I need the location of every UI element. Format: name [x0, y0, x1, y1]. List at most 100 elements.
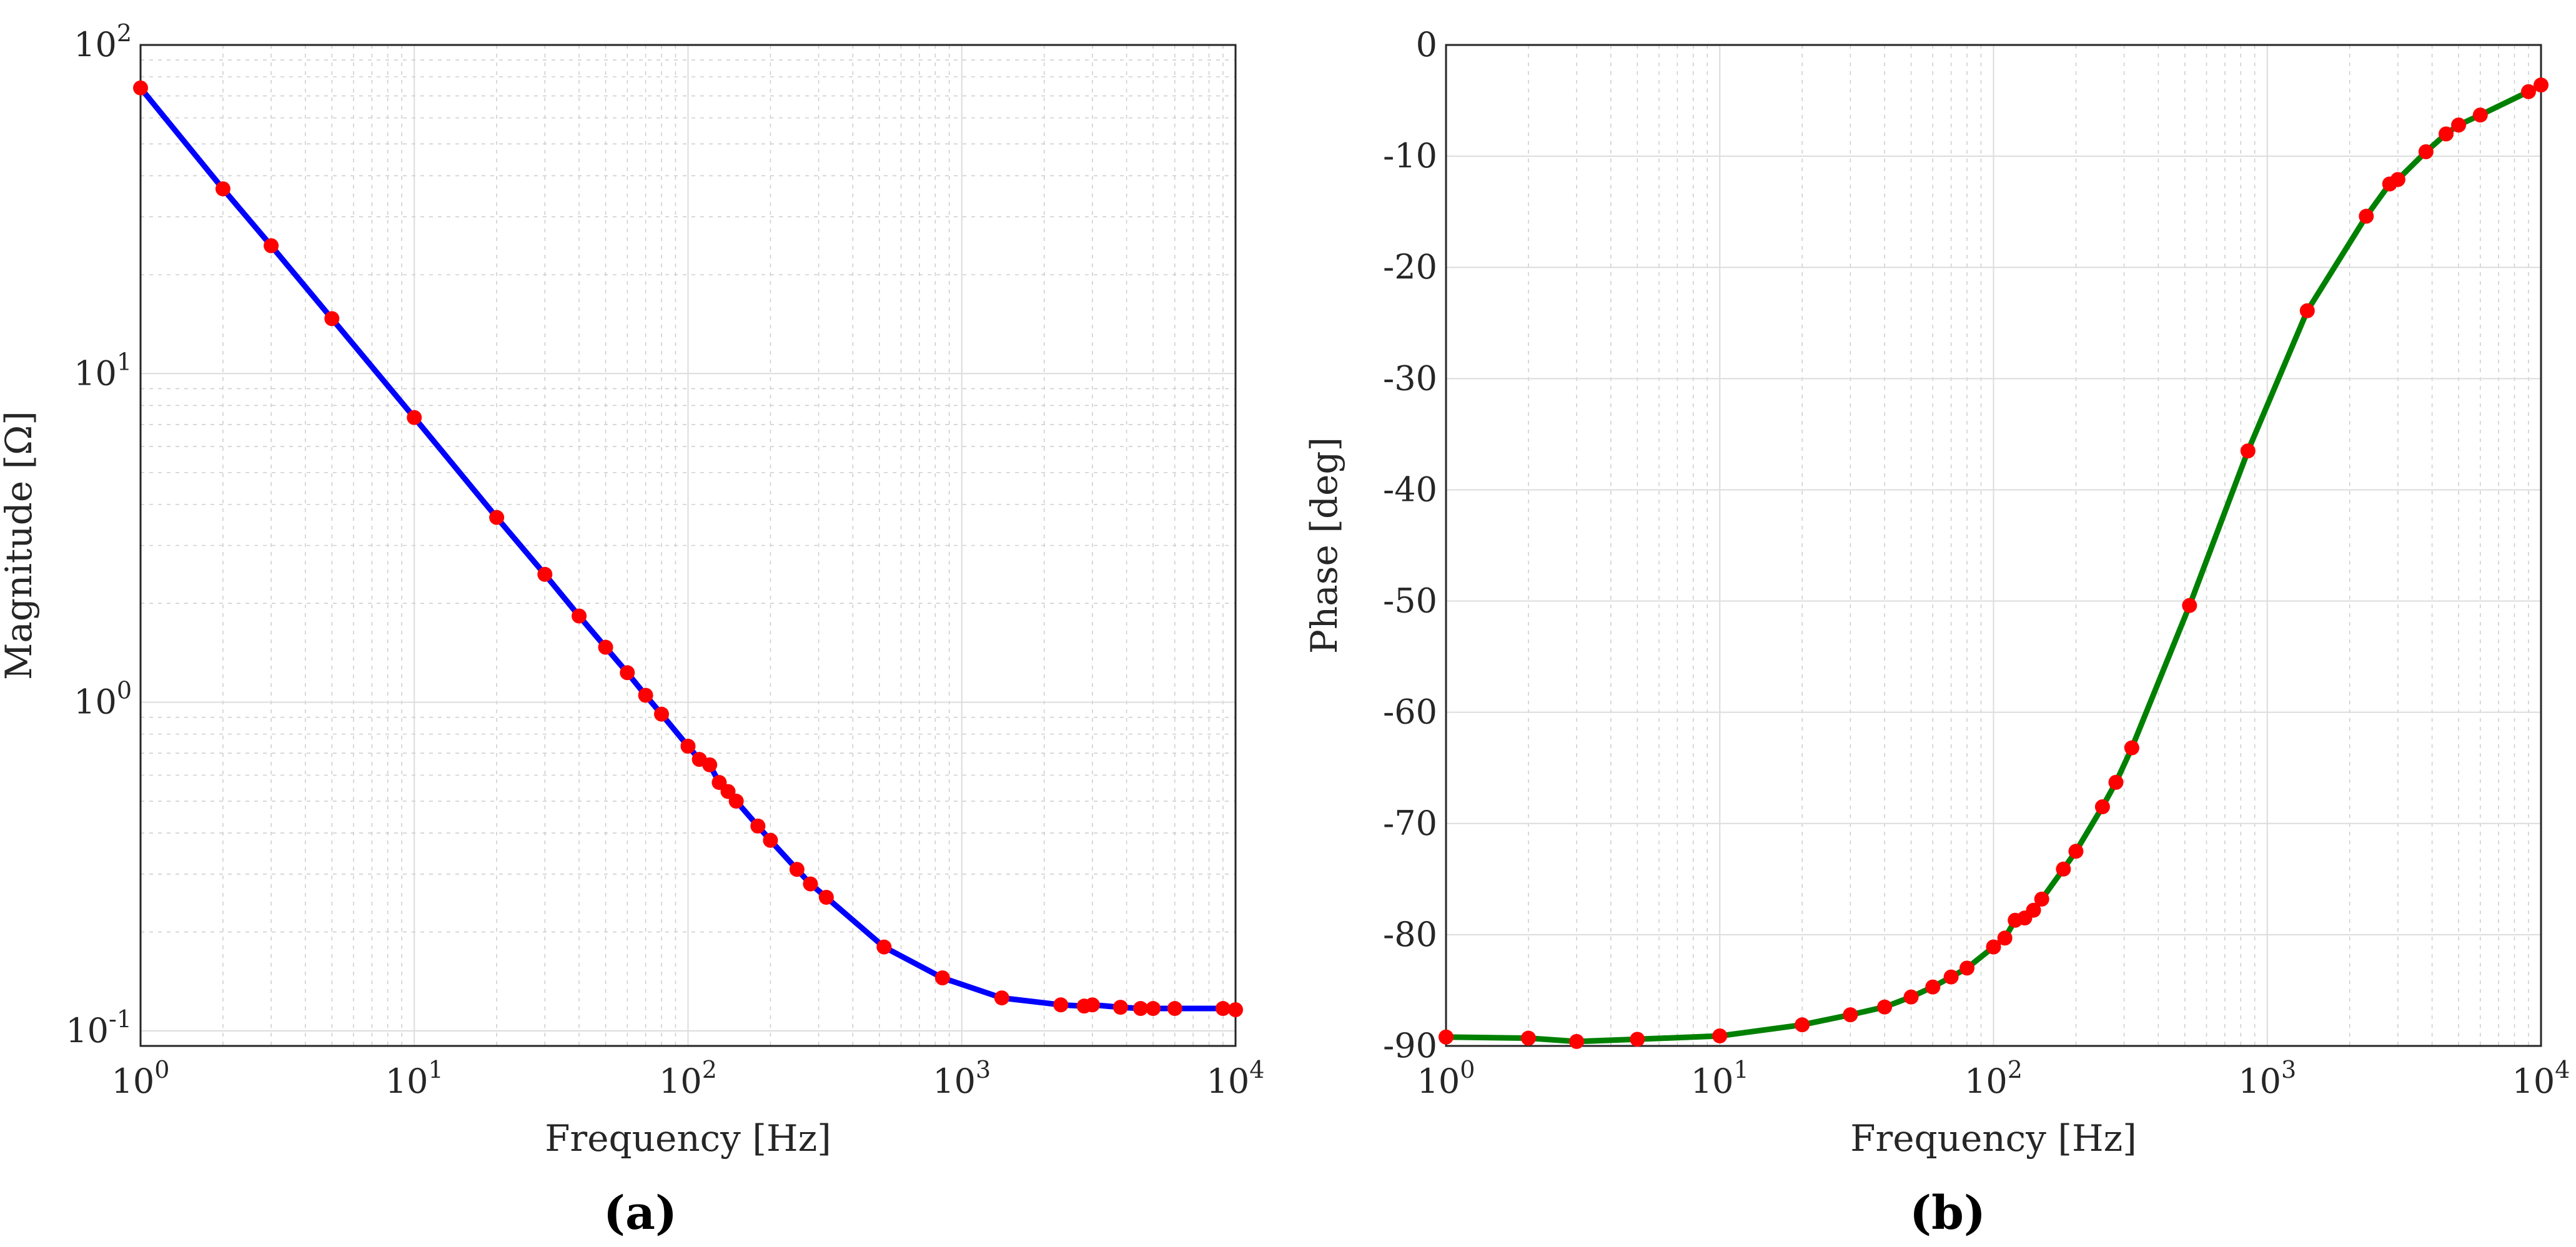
phase-data-point: [2299, 303, 2315, 318]
magnitude-x-tick-labels: 100 101 102 103 104: [112, 1056, 1265, 1101]
phase-y-tick-label: -30: [1383, 358, 1437, 398]
phase-data-point: [1903, 989, 1919, 1005]
phase-data-point: [2034, 891, 2049, 907]
magnitude-plot-frame: [139, 44, 1237, 1047]
panel-label-a: (a): [603, 1186, 677, 1240]
magnitude-data-point: [1215, 1001, 1231, 1017]
magnitude-data-point: [934, 970, 950, 985]
panel-label-b: (b): [1910, 1186, 1986, 1240]
phase-data-point: [2124, 740, 2139, 756]
phase-data-point: [1520, 1030, 1536, 1046]
phase-data-point: [1439, 1029, 1454, 1045]
phase-y-tick-label: -40: [1383, 470, 1437, 509]
magnitude-data-point: [763, 832, 778, 848]
phase-data-point: [1843, 1007, 1858, 1023]
phase-y-tick-label: -90: [1383, 1026, 1437, 1065]
phase-data-point: [2182, 598, 2197, 613]
phase-data-point: [2472, 107, 2488, 123]
magnitude-y-tick-label: 100: [74, 677, 132, 722]
phase-data-point: [2056, 861, 2071, 877]
phase-data-point: [2108, 774, 2124, 790]
magnitude-y-axis-label: Magnitude [Ω]: [0, 411, 40, 680]
magnitude-x-tick-label: 103: [933, 1056, 991, 1101]
phase-data-points: [1439, 77, 2549, 1049]
phase-plot-panel: 100 101 102 103 104 0 -10 -20 -30 -40 -50 -60 -70 -8…: [1303, 25, 2570, 1240]
phase-data-point: [2094, 799, 2110, 815]
magnitude-data-point: [537, 566, 553, 582]
phase-y-axis-label: Phase [deg]: [1303, 437, 1345, 654]
phase-x-tick-label: 104: [2512, 1056, 2570, 1101]
phase-y-tick-label: -50: [1383, 581, 1437, 621]
phase-x-tick-labels: 100 101 102 103 104: [1417, 1056, 2570, 1101]
phase-data-point: [2418, 144, 2434, 159]
magnitude-data-point: [803, 876, 818, 892]
magnitude-data-point: [789, 862, 805, 877]
magnitude-x-axis-label: Frequency [Hz]: [545, 1117, 831, 1160]
phase-plot-frame: [1445, 44, 2542, 1047]
magnitude-grid: [140, 44, 1236, 1046]
phase-data-point: [1925, 979, 1941, 995]
phase-y-tick-label: -20: [1383, 247, 1437, 287]
magnitude-data-point: [489, 510, 505, 525]
phase-data-point: [1877, 999, 1893, 1015]
magnitude-data-point: [1084, 997, 1100, 1013]
phase-y-tick-label: -70: [1383, 804, 1437, 843]
phase-x-axis-label: Frequency [Hz]: [1850, 1117, 2137, 1160]
magnitude-data-point: [654, 706, 670, 722]
phase-x-tick-label: 103: [2238, 1056, 2296, 1101]
phase-y-tick-label: -60: [1383, 693, 1437, 732]
phase-y-tick-labels: 0 -10 -20 -30 -40 -50 -60 -70 -80 -90: [1383, 25, 1437, 1065]
magnitude-data-point: [572, 608, 587, 624]
magnitude-data-point: [133, 80, 148, 96]
magnitude-data-point: [620, 665, 635, 681]
magnitude-x-tick-label: 100: [112, 1056, 170, 1101]
phase-data-point: [1630, 1032, 1645, 1047]
phase-data-point: [2068, 844, 2084, 859]
phase-x-tick-label: 100: [1417, 1056, 1475, 1101]
magnitude-data-point: [407, 410, 422, 425]
magnitude-data-point: [1167, 1001, 1182, 1017]
magnitude-data-point: [638, 688, 653, 703]
magnitude-data-point: [1133, 1001, 1149, 1017]
phase-data-point: [2390, 172, 2405, 187]
magnitude-data-point: [1112, 1000, 1128, 1015]
phase-data-point: [1569, 1033, 1585, 1049]
phase-data-point: [1943, 969, 1959, 985]
magnitude-data-point: [1053, 997, 1069, 1013]
phase-data-point: [2359, 209, 2374, 224]
phase-data-point: [2240, 443, 2256, 459]
phase-data-point: [1712, 1028, 1728, 1043]
phase-data-point: [2451, 117, 2467, 133]
magnitude-data-point: [215, 181, 230, 197]
magnitude-data-point: [1146, 1001, 1161, 1017]
magnitude-y-tick-label: 101: [74, 348, 132, 393]
magnitude-data-point: [324, 311, 340, 327]
phase-grid: [1445, 44, 2542, 1047]
phase-data-point: [1959, 960, 1975, 976]
magnitude-x-tick-label: 104: [1207, 1056, 1265, 1101]
phase-data-point: [1997, 930, 2013, 946]
magnitude-data-point: [702, 757, 718, 772]
phase-y-tick-label: -10: [1383, 136, 1437, 175]
magnitude-y-tick-label: 10-1: [66, 1005, 132, 1050]
magnitude-plot-panel: 100 101 102 103 104 10-1 100 101 102 Frequency …: [0, 19, 1264, 1240]
phase-data-point: [1986, 939, 2001, 955]
magnitude-data-point: [264, 238, 279, 254]
magnitude-x-tick-label: 102: [659, 1056, 717, 1101]
phase-y-tick-label: -80: [1383, 915, 1437, 954]
phase-data-point: [2520, 84, 2536, 99]
magnitude-data-point: [680, 738, 696, 754]
phase-data-point: [2534, 77, 2549, 93]
magnitude-data-point: [750, 818, 766, 834]
phase-data-point: [1795, 1017, 1810, 1033]
phase-data-point: [2439, 126, 2454, 142]
magnitude-data-point: [1228, 1002, 1243, 1017]
phase-x-tick-label: 102: [1964, 1056, 2023, 1101]
magnitude-data-point: [994, 990, 1009, 1006]
magnitude-y-tick-labels: 10-1 100 101 102: [66, 19, 132, 1050]
magnitude-x-tick-label: 101: [385, 1056, 443, 1101]
magnitude-data-point: [818, 889, 834, 905]
phase-y-tick-label: 0: [1416, 25, 1437, 64]
magnitude-data-point: [876, 939, 892, 955]
